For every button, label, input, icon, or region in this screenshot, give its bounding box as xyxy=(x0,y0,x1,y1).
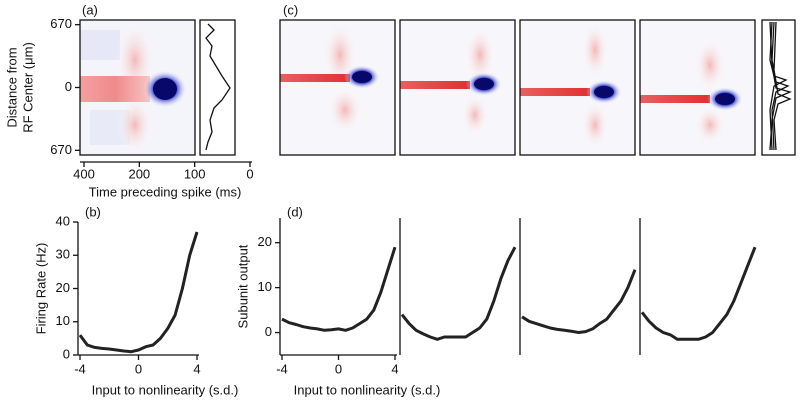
line-series xyxy=(281,246,397,332)
y-axis-label: Subunit output xyxy=(235,244,250,328)
panel-label: (c) xyxy=(283,2,298,17)
x-tick-label: 4 xyxy=(193,361,200,376)
y-tick-label: 0 xyxy=(65,79,72,94)
y-tick-label: 20 xyxy=(258,234,272,249)
line-series xyxy=(78,231,199,354)
y-tick-label: 670 xyxy=(50,142,72,157)
x-tick-label: 0 xyxy=(246,166,253,181)
y-tick-label: 10 xyxy=(56,313,70,328)
y-tick-label: 30 xyxy=(56,247,70,262)
y-tick-label: 670 xyxy=(50,16,72,31)
line-series xyxy=(400,246,517,341)
line-series xyxy=(640,246,757,341)
panel-label: (a) xyxy=(82,2,98,17)
y-axis-label: Distance from xyxy=(4,47,19,127)
heatmap-a xyxy=(79,19,236,156)
y-tick-label: 0 xyxy=(63,346,70,361)
x-tick-label: 0 xyxy=(135,361,142,376)
heatmap-c xyxy=(279,19,796,156)
x-tick-label: -4 xyxy=(74,361,86,376)
y-tick-label: 0 xyxy=(265,324,272,339)
y-axis-label: Firing Rate (Hz) xyxy=(33,243,48,335)
x-tick-label: -4 xyxy=(276,361,288,376)
y-tick-label: 10 xyxy=(258,279,272,294)
y-axis-label: RF Center (μm) xyxy=(20,42,35,133)
x-tick-label: 100 xyxy=(184,166,206,181)
panel-label: (d) xyxy=(287,204,303,219)
y-tick-label: 20 xyxy=(56,280,70,295)
x-axis-label: Input to nonlinearity (s.d.) xyxy=(92,382,239,397)
panel-label: (b) xyxy=(85,204,101,219)
x-tick-label: 0 xyxy=(335,361,342,376)
x-tick-label: 4 xyxy=(391,361,398,376)
x-tick-label: 400 xyxy=(73,166,95,181)
line-series xyxy=(521,269,637,334)
x-tick-label: 200 xyxy=(128,166,150,181)
x-axis-label: Input to nonlinearity (s.d.) xyxy=(294,382,441,397)
y-tick-label: 40 xyxy=(56,213,70,228)
x-axis-label: Time preceding spike (ms) xyxy=(89,184,242,199)
